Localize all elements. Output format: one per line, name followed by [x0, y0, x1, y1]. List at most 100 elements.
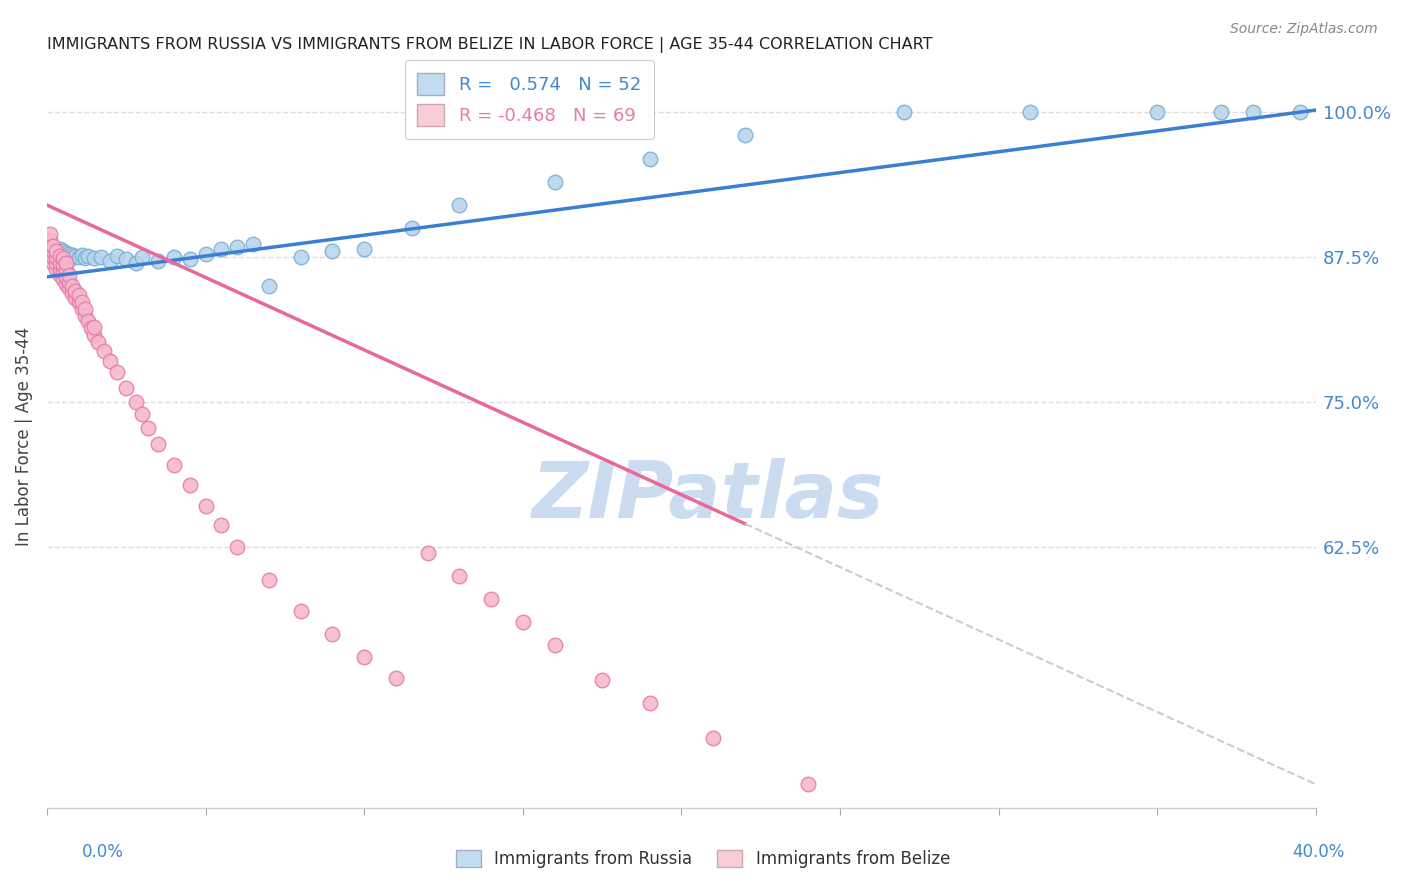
Point	[146, 253, 169, 268]
Point	[70, 248, 93, 262]
Point	[257, 279, 280, 293]
Point	[45, 250, 67, 264]
Point	[73, 252, 96, 266]
Legend: R =   0.574   N = 52, R = -0.468   N = 69: R = 0.574 N = 52, R = -0.468 N = 69	[405, 60, 654, 138]
Point	[48, 242, 70, 256]
Point	[42, 246, 65, 260]
Point	[242, 237, 264, 252]
Point	[105, 365, 128, 379]
Point	[58, 268, 80, 282]
Point	[125, 256, 148, 270]
Point	[39, 250, 62, 264]
Point	[1146, 105, 1168, 120]
Point	[734, 128, 756, 143]
Point	[638, 152, 661, 166]
Point	[48, 249, 70, 263]
Point	[42, 256, 65, 270]
Point	[209, 517, 232, 532]
Point	[52, 248, 75, 262]
Point	[80, 321, 103, 335]
Point	[65, 249, 87, 263]
Point	[55, 245, 77, 260]
Text: ZIPatlas: ZIPatlas	[530, 458, 883, 534]
Point	[67, 250, 90, 264]
Point	[257, 574, 280, 588]
Point	[52, 252, 75, 266]
Point	[67, 288, 90, 302]
Point	[42, 238, 65, 252]
Point	[42, 250, 65, 264]
Point	[52, 272, 75, 286]
Point	[45, 244, 67, 259]
Point	[226, 540, 249, 554]
Legend: Immigrants from Russia, Immigrants from Belize: Immigrants from Russia, Immigrants from …	[450, 843, 956, 875]
Point	[48, 256, 70, 270]
Point	[146, 436, 169, 450]
Point	[52, 258, 75, 272]
Point	[60, 286, 83, 301]
Point	[39, 244, 62, 259]
Point	[416, 546, 439, 560]
Point	[60, 279, 83, 293]
Point	[45, 248, 67, 262]
Point	[353, 242, 375, 256]
Point	[209, 242, 232, 256]
Point	[105, 249, 128, 263]
Point	[321, 244, 343, 259]
Point	[290, 250, 312, 264]
Point	[479, 592, 502, 607]
Point	[353, 650, 375, 665]
Point	[45, 261, 67, 276]
Point	[58, 250, 80, 264]
Point	[67, 295, 90, 310]
Y-axis label: In Labor Force | Age 35-44: In Labor Force | Age 35-44	[15, 327, 32, 547]
Text: Source: ZipAtlas.com: Source: ZipAtlas.com	[1230, 22, 1378, 37]
Point	[58, 281, 80, 295]
Point	[131, 250, 153, 264]
Point	[83, 327, 105, 342]
Point	[58, 246, 80, 260]
Point	[98, 354, 121, 368]
Point	[45, 244, 67, 259]
Text: 40.0%: 40.0%	[1292, 843, 1346, 861]
Point	[543, 639, 565, 653]
Point	[55, 249, 77, 263]
Point	[543, 175, 565, 189]
Point	[93, 344, 115, 359]
Point	[39, 250, 62, 264]
Point	[77, 314, 100, 328]
Text: IMMIGRANTS FROM RUSSIA VS IMMIGRANTS FROM BELIZE IN LABOR FORCE | AGE 35-44 CORR: IMMIGRANTS FROM RUSSIA VS IMMIGRANTS FRO…	[46, 37, 932, 54]
Point	[65, 291, 87, 305]
Point	[449, 569, 471, 583]
Point	[90, 250, 112, 264]
Point	[125, 395, 148, 409]
Point	[1019, 105, 1042, 120]
Point	[42, 250, 65, 264]
Point	[194, 500, 217, 514]
Point	[226, 240, 249, 254]
Point	[39, 244, 62, 259]
Point	[48, 268, 70, 282]
Text: 0.0%: 0.0%	[82, 843, 124, 861]
Point	[42, 244, 65, 259]
Point	[512, 615, 534, 630]
Point	[73, 302, 96, 317]
Point	[83, 319, 105, 334]
Point	[48, 261, 70, 276]
Point	[179, 478, 201, 492]
Point	[70, 295, 93, 310]
Point	[98, 253, 121, 268]
Point	[65, 284, 87, 298]
Point	[163, 250, 186, 264]
Point	[73, 310, 96, 324]
Point	[48, 249, 70, 263]
Point	[290, 604, 312, 618]
Point	[83, 252, 105, 266]
Point	[138, 420, 160, 434]
Point	[1289, 105, 1312, 120]
Point	[702, 731, 724, 745]
Point	[797, 777, 820, 791]
Point	[1209, 105, 1232, 120]
Point	[1241, 105, 1264, 120]
Point	[86, 334, 108, 349]
